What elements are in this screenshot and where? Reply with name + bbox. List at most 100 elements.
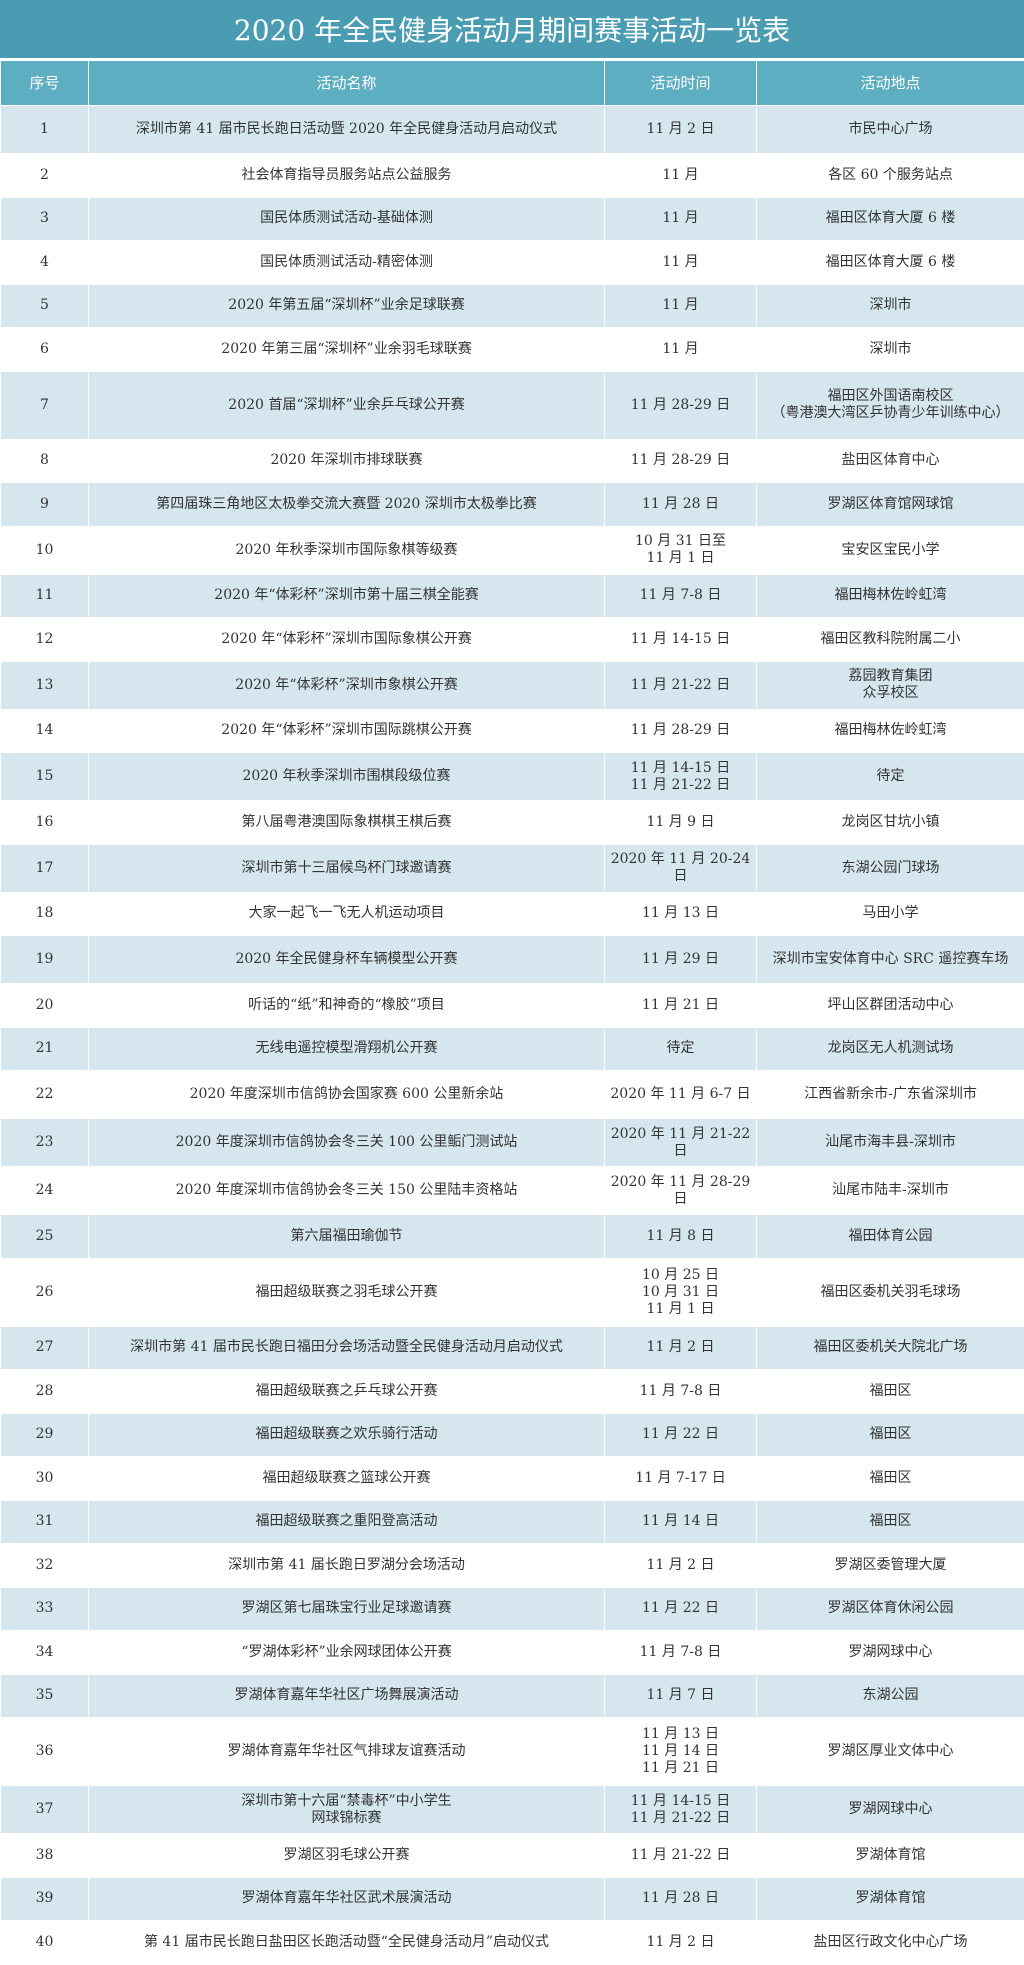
table-cell: 2020 年“体彩杯”深圳市第十届三棋全能赛 [89,574,605,618]
table-cell: 2020 年“体彩杯”深圳市象棋公开赛 [89,661,605,709]
table-cell: 11 月 9 日 [605,801,757,845]
table-cell: 深圳市第 41 届长跑日罗湖分会场活动 [89,1544,605,1588]
table-cell: 7 [1,371,89,439]
table-title: 2020 年全民健身活动月期间赛事活动一览表 [0,0,1024,60]
table-cell: 34 [1,1631,89,1675]
table-cell: 11 月 13 日 11 月 14 日 11 月 21 日 [605,1718,757,1786]
table-cell: 罗湖区羽毛球公开赛 [89,1834,605,1878]
table-cell: 38 [1,1834,89,1878]
table-cell: 11 月 14-15 日 [605,618,757,662]
table-cell: 11 月 13 日 [605,892,757,936]
table-cell: 12 [1,618,89,662]
table-cell: 福田体育公园 [757,1215,1024,1259]
table-cell: 福田区 [757,1413,1024,1457]
table-cell: 32 [1,1544,89,1588]
table-cell: 2020 年 11 月 21-22 日 [605,1119,757,1167]
table-cell: 37 [1,1786,89,1834]
table-cell: 11 月 8 日 [605,1215,757,1259]
table-cell: 16 [1,801,89,845]
table-cell: 2020 年 11 月 6-7 日 [605,1071,757,1119]
table-cell: 11 月 [605,197,757,241]
table-cell: 11 月 7-8 日 [605,1631,757,1675]
table-cell: 11 月 14-15 日 11 月 21-22 日 [605,753,757,801]
table-cell: 福田区教科院附属二小 [757,618,1024,662]
table-cell: 2 [1,154,89,198]
table-cell: 深圳市第 41 届市民长跑日活动暨 2020 年全民健身活动月启动仪式 [89,106,605,154]
table-cell: 33 [1,1587,89,1631]
table-cell: 福田超级联赛之羽毛球公开赛 [89,1258,605,1326]
table-cell: 罗湖区体育休闲公园 [757,1587,1024,1631]
table-cell: “罗湖体彩杯”业余网球团体公开赛 [89,1631,605,1675]
table-cell: 福田区委机关大院北广场 [757,1326,1024,1370]
table-cell: 江西省新余市-广东省深圳市 [757,1071,1024,1119]
table-cell: 24 [1,1167,89,1215]
table-cell: 第四届珠三角地区太极拳交流大赛暨 2020 深圳市太极拳比赛 [89,483,605,527]
table-cell: 11 月 22 日 [605,1587,757,1631]
table-cell: 11 月 7-8 日 [605,574,757,618]
table-cell: 福田超级联赛之乒乓球公开赛 [89,1370,605,1414]
table-cell: 各区 60 个服务站点 [757,154,1024,198]
table-cell: 11 月 [605,241,757,285]
table-cell: 11 月 2 日 [605,1921,757,1965]
table-cell: 4 [1,241,89,285]
table-cell: 8 [1,439,89,483]
table-cell: 福田超级联赛之欢乐骑行活动 [89,1413,605,1457]
table-cell: 罗湖体育馆 [757,1877,1024,1921]
table-cell: 10 [1,526,89,574]
table-cell: 市民中心广场 [757,106,1024,154]
table-cell: 罗湖体育嘉年华社区气排球友谊赛活动 [89,1718,605,1786]
table-cell: 11 月 2 日 [605,106,757,154]
table-cell: 罗湖区厚业文体中心 [757,1718,1024,1786]
table-cell: 罗湖网球中心 [757,1631,1024,1675]
table-cell: 23 [1,1119,89,1167]
table-cell: 罗湖体育馆 [757,1834,1024,1878]
table-cell: 11 月 2 日 [605,1544,757,1588]
table-cell: 15 [1,753,89,801]
table-cell: 深圳市宝安体育中心 SRC 遥控赛车场 [757,936,1024,984]
table-cell: 荔园教育集团 众孚校区 [757,661,1024,709]
table-cell: 罗湖区第七届珠宝行业足球邀请赛 [89,1587,605,1631]
table-cell: 11 月 [605,328,757,372]
table-cell: 福田区体育大厦 6 楼 [757,197,1024,241]
table-cell: 宝安区宝民小学 [757,526,1024,574]
table-cell: 福田区 [757,1457,1024,1501]
table-cell: 11 月 28-29 日 [605,709,757,753]
table-cell: 大家一起飞一飞无人机运动项目 [89,892,605,936]
table-cell: 10 月 25 日 10 月 31 日 11 月 1 日 [605,1258,757,1326]
table-cell: 2020 年第五届“深圳杯”业余足球联赛 [89,284,605,328]
table-cell: 2020 年度深圳市信鸽协会冬三关 100 公里鲘门测试站 [89,1119,605,1167]
table-cell: 2020 首届“深圳杯”业余乒乓球公开赛 [89,371,605,439]
table-cell: 罗湖网球中心 [757,1786,1024,1834]
table-cell: 11 月 28-29 日 [605,371,757,439]
table-cell: 11 月 7-17 日 [605,1457,757,1501]
table-cell: 39 [1,1877,89,1921]
table-cell: 深圳市第十六届“禁毒杯”中小学生 网球锦标赛 [89,1786,605,1834]
table-cell: 无线电遥控模型滑翔机公开赛 [89,1027,605,1071]
table-cell: 11 月 7-8 日 [605,1370,757,1414]
table-cell: 11 月 28-29 日 [605,439,757,483]
